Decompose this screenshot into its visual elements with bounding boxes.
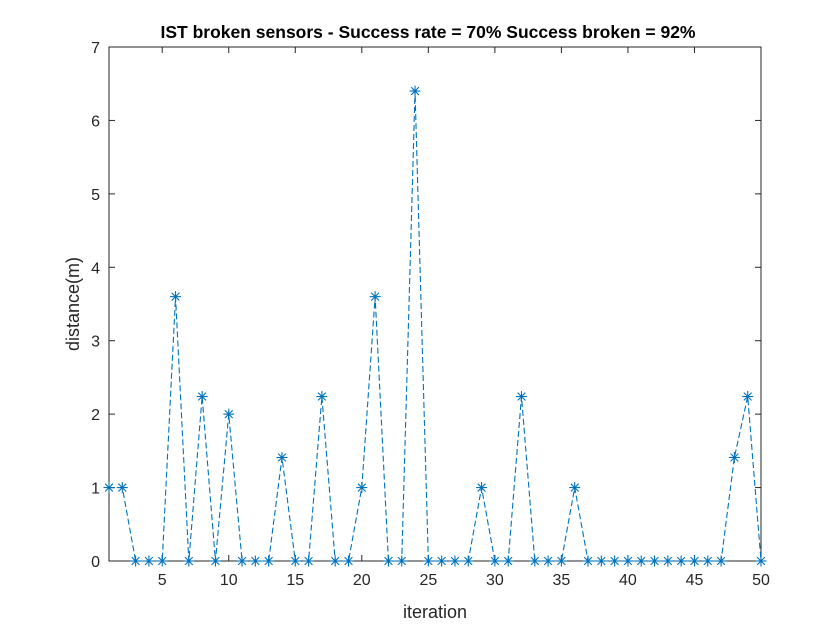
data-point — [143, 555, 155, 567]
data-point — [755, 555, 767, 567]
x-axis-ticks: 5 10 15 20 25 30 35 40 45 50 — [158, 47, 770, 589]
data-point — [662, 555, 674, 567]
data-point — [688, 555, 700, 567]
plot-area — [108, 46, 762, 562]
data-point — [702, 555, 714, 567]
data-point — [356, 482, 368, 494]
data-point — [116, 482, 128, 494]
x-tick-label: 35 — [553, 572, 571, 589]
data-point — [502, 555, 514, 567]
data-point — [396, 555, 408, 567]
data-point — [130, 555, 142, 567]
y-tick-label: 4 — [91, 260, 100, 277]
data-point — [476, 482, 488, 494]
y-tick-label: 6 — [91, 113, 100, 130]
data-point — [236, 555, 248, 567]
data-point — [223, 408, 235, 420]
x-tick-label: 30 — [486, 572, 504, 589]
x-tick-label: 20 — [353, 572, 371, 589]
data-point — [156, 555, 168, 567]
data-point — [542, 555, 554, 567]
y-axis-label: distance(m) — [63, 257, 83, 351]
chart-title: IST broken sensors - Success rate = 70% … — [161, 22, 696, 42]
x-tick-label: 45 — [686, 572, 704, 589]
data-point — [635, 555, 647, 567]
data-point — [449, 555, 461, 567]
data-point — [382, 555, 394, 567]
data-point — [369, 291, 381, 303]
data-point — [489, 555, 501, 567]
data-point — [249, 555, 261, 567]
x-axis-label: iteration — [403, 602, 467, 622]
data-point — [343, 555, 355, 567]
data-point — [622, 555, 634, 567]
data-point — [183, 555, 195, 567]
data-point — [728, 451, 740, 463]
data-point — [436, 555, 448, 567]
x-tick-label: 25 — [419, 572, 437, 589]
data-point — [595, 555, 607, 567]
data-point — [569, 482, 581, 494]
data-point — [515, 391, 527, 403]
x-tick-label: 40 — [619, 572, 637, 589]
data-point — [276, 451, 288, 463]
y-tick-label: 3 — [91, 334, 100, 351]
series-layer — [103, 85, 767, 567]
data-point — [329, 555, 341, 567]
data-point — [196, 391, 208, 403]
data-point — [170, 291, 182, 303]
y-tick-label: 5 — [91, 187, 100, 204]
data-point — [103, 482, 115, 494]
y-tick-label: 0 — [91, 554, 100, 571]
data-point — [715, 555, 727, 567]
data-point — [675, 555, 687, 567]
y-axis-ticks: 0 1 2 3 4 5 6 7 — [91, 40, 761, 571]
x-tick-label: 5 — [158, 572, 167, 589]
data-point — [462, 555, 474, 567]
axes-box — [108, 46, 762, 562]
y-tick-label: 7 — [91, 40, 100, 57]
data-point — [742, 391, 754, 403]
data-point — [529, 555, 541, 567]
data-point — [209, 555, 221, 567]
data-point — [609, 555, 621, 567]
data-point — [582, 555, 594, 567]
y-tick-label: 1 — [91, 481, 100, 498]
data-point — [263, 555, 275, 567]
data-point — [303, 555, 315, 567]
data-point — [409, 85, 421, 97]
x-tick-label: 15 — [286, 572, 304, 589]
data-point — [289, 555, 301, 567]
data-point — [422, 555, 434, 567]
x-tick-label: 50 — [752, 572, 770, 589]
x-tick-label: 10 — [220, 572, 238, 589]
data-point — [555, 555, 567, 567]
y-tick-label: 2 — [91, 407, 100, 424]
data-point — [649, 555, 661, 567]
data-point — [316, 391, 328, 403]
